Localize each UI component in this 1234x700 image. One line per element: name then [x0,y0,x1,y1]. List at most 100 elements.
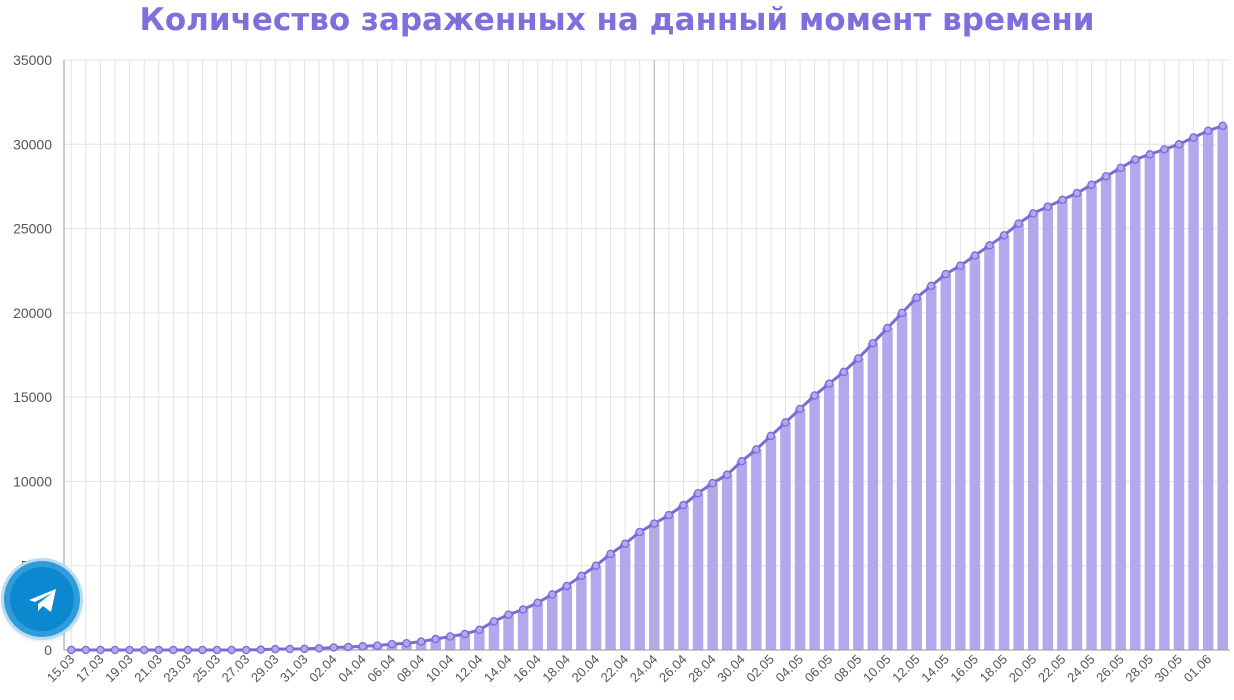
data-point [169,645,178,655]
bar [663,515,675,650]
data-point [985,241,994,250]
data-point [387,639,397,649]
x-tick-label: 10.05 [860,652,894,686]
data-point [241,645,251,655]
bar [809,395,820,650]
data-point [956,261,965,270]
bar [459,633,471,650]
bar [678,505,689,650]
x-tick-label: 17.03 [73,652,107,686]
x-tick-label: 20.04 [568,652,602,686]
x-tick-label: 04.05 [773,652,807,686]
data-point [125,645,134,655]
data-point [766,431,776,441]
data-point [300,644,309,654]
data-point [314,644,324,653]
data-point [795,404,805,414]
bar [896,312,908,650]
x-tick-label: 01.06 [1181,652,1215,686]
bar [517,609,529,650]
data-point [999,231,1009,240]
x-tick-label: 25.03 [190,652,224,686]
bar [532,602,543,650]
data-point [620,539,630,549]
data-point [926,281,936,291]
x-tick-labels: 15.0317.0319.0321.0323.0325.0327.0329.03… [44,652,1214,686]
bar [1173,144,1185,651]
data-point [110,645,120,655]
data-point [854,354,863,363]
data-point [343,642,353,652]
data-point [431,634,440,644]
bar [1057,199,1068,650]
data-point [737,456,746,466]
x-tick-label: 23.03 [160,652,194,686]
y-tick-label: 25000 [13,221,52,237]
bar [765,435,777,650]
data-point [67,645,76,655]
bar [692,493,704,650]
telegram-button[interactable] [4,561,80,637]
data-point [941,269,951,279]
data-point [883,323,892,333]
x-tick-label: 12.04 [452,652,486,686]
data-point [1028,209,1038,218]
data-point [96,645,105,655]
x-tick-label: 14.05 [918,652,952,686]
bar [1130,159,1141,650]
data-point [227,645,236,655]
x-tick-label: 21.03 [131,652,165,686]
bar [1202,130,1214,651]
x-tick-label: 14.04 [481,652,515,686]
bar [867,343,879,650]
data-point [1058,195,1067,205]
data-point [722,470,732,479]
bar [1027,213,1039,650]
data-point [650,519,659,528]
x-tick-label: 10.04 [423,652,457,686]
bar [1086,184,1097,650]
x-tick-label: 28.05 [1122,652,1156,686]
bar [488,621,500,650]
data-point [271,644,280,654]
data-point [577,571,586,581]
grid [64,59,1230,651]
bar [430,639,441,650]
x-tick-label: 19.03 [102,652,136,686]
data-point [373,641,382,650]
x-tick-label: 26.04 [656,652,690,686]
data-point [548,590,557,599]
bar [751,449,762,650]
x-tick-label: 30.04 [714,652,748,686]
bar [925,285,937,650]
data-point [1203,126,1213,136]
data-point [1014,219,1023,228]
x-tick-label: 22.04 [598,652,632,686]
y-tick-label: 10000 [13,473,52,489]
data-point [1043,202,1053,211]
bar [940,274,952,650]
data-point [1101,172,1111,181]
bar [1144,154,1156,650]
data-point [693,488,703,498]
bar [619,543,631,650]
data-point [475,625,484,635]
data-point [679,500,688,510]
y-tick-label: 35000 [13,52,52,68]
bar [1013,223,1024,650]
x-tick-label: 29.03 [248,652,282,686]
data-point [402,639,411,648]
data-point [1145,150,1155,159]
data-point [285,644,295,654]
y-tick-label: 30000 [13,136,52,152]
y-tick-label: 15000 [13,389,52,405]
bar [1159,149,1170,651]
x-tick-label: 20.05 [1006,652,1040,686]
bars [255,125,1228,651]
y-tick-label: 20000 [13,305,52,321]
bar [547,594,558,650]
data-point [752,445,761,454]
data-point [445,632,455,641]
bar [911,297,922,650]
data-point [198,645,207,655]
